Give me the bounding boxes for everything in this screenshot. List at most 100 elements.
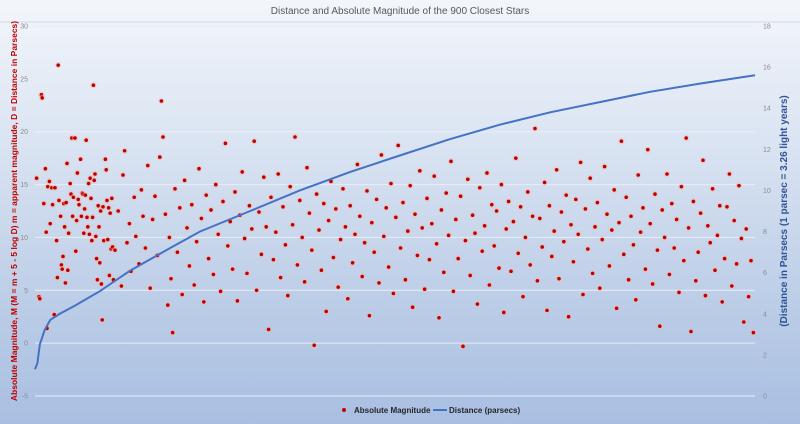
magnitude-point bbox=[394, 215, 398, 220]
magnitude-point bbox=[610, 228, 614, 232]
magnitude-point bbox=[418, 169, 422, 173]
magnitude-point bbox=[56, 63, 60, 67]
magnitude-point bbox=[278, 275, 283, 280]
magnitude-point bbox=[653, 192, 657, 196]
magnitude-point bbox=[39, 92, 44, 97]
magnitude-point bbox=[439, 208, 444, 212]
magnitude-point bbox=[334, 207, 338, 211]
magnitude-point bbox=[74, 249, 78, 253]
magnitude-point bbox=[509, 269, 513, 274]
magnitude-point bbox=[482, 224, 487, 228]
magnitude-point bbox=[706, 224, 710, 228]
magnitude-point bbox=[612, 188, 616, 192]
magnitude-point bbox=[511, 219, 516, 224]
magnitude-point bbox=[38, 296, 42, 301]
magnitude-point bbox=[619, 139, 624, 144]
right-tick-label: 4 bbox=[763, 311, 767, 318]
magnitude-point bbox=[552, 229, 556, 233]
magnitude-point bbox=[94, 234, 98, 239]
magnitude-point bbox=[650, 282, 655, 286]
magnitude-point bbox=[276, 172, 281, 176]
magnitude-point bbox=[682, 258, 686, 263]
magnitude-point bbox=[106, 206, 111, 210]
magnitude-point bbox=[68, 181, 72, 186]
magnitude-point bbox=[266, 327, 271, 332]
magnitude-point bbox=[139, 188, 144, 192]
magnitude-point bbox=[148, 286, 152, 290]
magnitude-point bbox=[338, 237, 343, 242]
magnitude-point bbox=[180, 292, 184, 297]
magnitude-point bbox=[677, 290, 681, 295]
magnitude-point bbox=[46, 184, 50, 189]
gridlines bbox=[35, 25, 755, 397]
magnitude-point bbox=[559, 210, 564, 214]
magnitude-point bbox=[235, 299, 240, 303]
magnitude-point bbox=[665, 172, 669, 176]
magnitude-point bbox=[578, 160, 583, 165]
magnitude-point bbox=[415, 253, 420, 258]
magnitude-point bbox=[437, 315, 441, 320]
magnitude-point bbox=[79, 214, 84, 219]
magnitude-point bbox=[163, 212, 168, 216]
magnitude-point bbox=[161, 135, 165, 139]
right-axis-ticks: 18 16 14 12 10 8 6 4 2 0 bbox=[763, 24, 771, 401]
legend-marker-magnitude bbox=[342, 408, 346, 412]
left-tick-label: -5 bbox=[22, 394, 28, 401]
magnitude-point bbox=[367, 313, 372, 318]
magnitude-point bbox=[127, 221, 132, 226]
magnitude-point bbox=[607, 264, 612, 268]
magnitude-point bbox=[221, 199, 225, 204]
magnitude-point bbox=[494, 209, 499, 213]
magnitude-point bbox=[648, 221, 652, 226]
magnitude-point bbox=[521, 294, 525, 299]
magnitude-point bbox=[65, 161, 69, 166]
magnitude-point bbox=[554, 167, 559, 172]
magnitude-point bbox=[379, 153, 384, 157]
magnitude-point bbox=[466, 177, 470, 182]
magnitude-point bbox=[57, 198, 61, 203]
magnitude-point bbox=[451, 289, 456, 294]
right-tick-label: 0 bbox=[763, 394, 767, 401]
magnitude-point bbox=[75, 171, 80, 175]
magnitude-point bbox=[446, 233, 451, 238]
magnitude-point bbox=[230, 267, 235, 271]
magnitude-point bbox=[187, 264, 192, 268]
magnitude-point bbox=[689, 329, 693, 334]
magnitude-point bbox=[698, 211, 703, 215]
magnitude-point bbox=[655, 248, 660, 252]
left-tick-label: 5 bbox=[24, 288, 28, 295]
magnitude-point bbox=[540, 245, 544, 249]
magnitude-point bbox=[298, 198, 302, 203]
magnitude-point bbox=[146, 163, 150, 168]
magnitude-point bbox=[730, 284, 734, 288]
magnitude-point bbox=[254, 288, 259, 293]
legend-label-distance: Distance (parsecs) bbox=[449, 406, 520, 415]
magnitude-point bbox=[691, 199, 696, 204]
magnitude-point bbox=[679, 184, 684, 189]
magnitude-point bbox=[694, 278, 698, 283]
magnitude-point bbox=[63, 281, 68, 285]
magnitude-point bbox=[104, 167, 108, 172]
magnitude-point bbox=[121, 173, 125, 177]
magnitude-point bbox=[194, 239, 199, 244]
magnitude-point bbox=[382, 234, 386, 239]
magnitude-point bbox=[43, 166, 48, 171]
magnitude-point bbox=[370, 220, 374, 225]
magnitude-point bbox=[492, 244, 497, 248]
magnitude-point bbox=[523, 235, 528, 240]
magnitude-point bbox=[94, 256, 99, 261]
magnitude-point bbox=[348, 203, 353, 208]
magnitude-point bbox=[90, 238, 94, 243]
magnitude-point bbox=[542, 180, 547, 185]
left-tick-label: 15 bbox=[20, 182, 28, 189]
magnitude-point bbox=[746, 294, 751, 299]
magnitude-point bbox=[708, 240, 712, 245]
magnitude-point bbox=[233, 190, 237, 194]
magnitude-point bbox=[391, 291, 396, 296]
magnitude-point bbox=[461, 344, 465, 349]
magnitude-point bbox=[372, 250, 377, 255]
magnitude-point bbox=[40, 96, 44, 100]
magnitude-point bbox=[290, 222, 295, 227]
right-tick-label: 16 bbox=[763, 65, 771, 72]
magnitude-point bbox=[86, 225, 90, 229]
